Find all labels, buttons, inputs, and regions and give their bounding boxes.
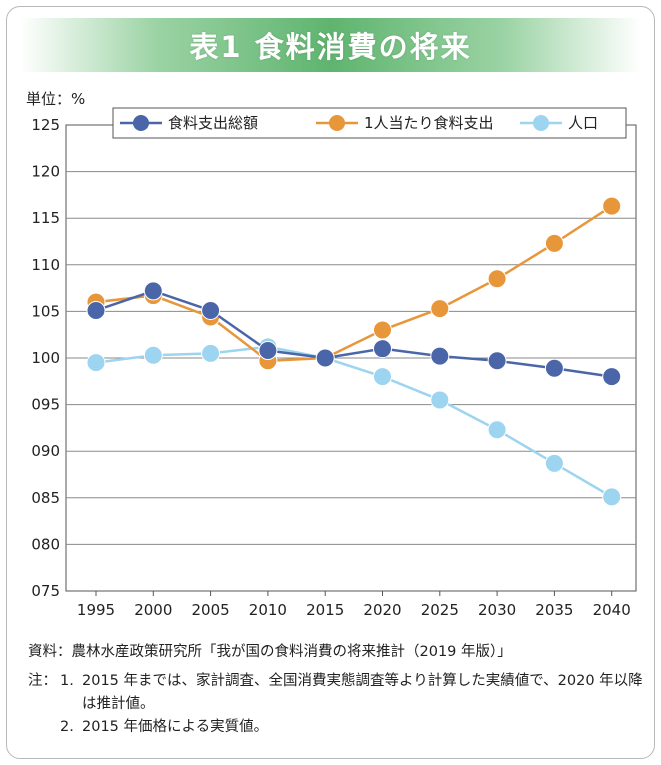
x-tick-label: 2010 bbox=[249, 601, 287, 619]
x-tick-label: 2035 bbox=[535, 601, 573, 619]
note-number: 1. bbox=[60, 673, 74, 689]
x-tick-label: 2030 bbox=[478, 601, 516, 619]
series-line bbox=[95, 345, 613, 498]
y-tick-label: 120 bbox=[31, 163, 60, 181]
y-tick-label: 090 bbox=[31, 442, 60, 460]
note-number: 2. bbox=[60, 719, 74, 735]
notes-block: 注： 1. 2015 年までは、家計調査、全国消費実態調査等より計算した実績値で… bbox=[28, 670, 652, 739]
data-point bbox=[143, 345, 163, 365]
data-point bbox=[544, 358, 564, 378]
y-tick-label: 100 bbox=[31, 349, 60, 367]
data-point bbox=[201, 300, 221, 320]
legend-entry-label: 1人当たり食料支出 bbox=[364, 114, 494, 132]
y-tick-label: 095 bbox=[31, 396, 60, 414]
data-point bbox=[201, 343, 221, 363]
data-point bbox=[373, 367, 392, 387]
note-row-2: 2. 2015 年価格による実質値。 bbox=[28, 716, 652, 739]
data-point bbox=[373, 320, 392, 340]
x-tick-label: 2020 bbox=[363, 601, 401, 619]
data-point bbox=[544, 233, 564, 253]
unit-label: 単位：% bbox=[26, 90, 86, 108]
notes-head: 注： bbox=[28, 673, 57, 689]
title-banner: 表1 食料消費の将来 bbox=[20, 18, 641, 72]
data-point bbox=[315, 348, 335, 368]
x-tick-label: 2015 bbox=[306, 601, 344, 619]
data-point bbox=[487, 420, 507, 440]
data-point bbox=[430, 346, 450, 366]
data-point bbox=[86, 300, 106, 320]
data-point bbox=[430, 299, 450, 319]
y-tick-label: 075 bbox=[31, 582, 60, 600]
y-tick-label: 085 bbox=[31, 489, 60, 507]
data-point bbox=[602, 367, 622, 387]
legend-entry-label: 食料支出総額 bbox=[168, 114, 258, 132]
legend-swatch-marker bbox=[133, 115, 149, 131]
data-point bbox=[143, 281, 163, 301]
data-point bbox=[544, 453, 564, 473]
note-row-1: 注： 1. 2015 年までは、家計調査、全国消費実態調査等より計算した実績値で… bbox=[28, 670, 652, 716]
x-tick-label: 2000 bbox=[134, 601, 172, 619]
y-tick-label: 125 bbox=[31, 116, 60, 134]
data-point bbox=[86, 353, 106, 373]
note-text: 2015 年価格による実質値。 bbox=[82, 719, 269, 735]
data-point bbox=[487, 269, 507, 289]
y-tick-label: 105 bbox=[31, 302, 60, 320]
x-tick-label: 2005 bbox=[192, 601, 230, 619]
data-point bbox=[430, 390, 450, 410]
x-tick-label: 1995 bbox=[77, 601, 115, 619]
data-point bbox=[602, 487, 622, 507]
legend-entry-label: 人口 bbox=[568, 114, 598, 132]
chart-title: 表1 食料消費の将来 bbox=[189, 30, 472, 64]
data-point bbox=[487, 351, 507, 371]
x-tick-label: 2025 bbox=[421, 601, 459, 619]
source-note: 資料：農林水産政策研究所「我が国の食料消費の将来推計（2019 年版）」 bbox=[28, 644, 512, 660]
legend-swatch-marker bbox=[329, 115, 345, 131]
series-line bbox=[95, 289, 612, 378]
data-point bbox=[258, 341, 278, 361]
data-point bbox=[602, 196, 622, 216]
y-tick-label: 110 bbox=[31, 256, 60, 274]
y-tick-label: 080 bbox=[31, 535, 60, 553]
line-chart: 075 080 085 090 095 100 105 110 115 120 125 1995 200… bbox=[31, 107, 637, 619]
y-tick-label: 115 bbox=[31, 209, 60, 227]
note-text: 2015 年までは、家計調査、全国消費実態調査等より計算した実績値で、2020 … bbox=[82, 673, 643, 712]
data-point bbox=[373, 339, 392, 359]
x-tick-label: 2040 bbox=[593, 601, 631, 619]
legend-swatch-marker bbox=[533, 115, 549, 131]
series-line bbox=[95, 205, 613, 363]
